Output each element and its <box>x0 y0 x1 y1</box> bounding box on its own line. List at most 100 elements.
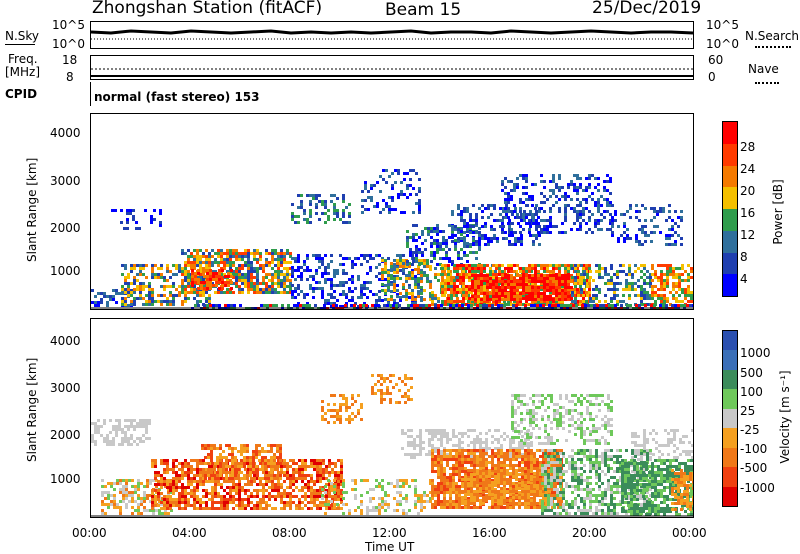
power-cell <box>608 304 611 307</box>
power-cell <box>492 295 495 298</box>
velocity-cell <box>325 477 328 480</box>
power-cell <box>229 291 232 294</box>
power-cell <box>297 206 300 209</box>
power-cell <box>244 273 247 276</box>
power-cell <box>540 282 543 285</box>
power-cell <box>351 260 354 263</box>
power-cell <box>226 270 229 273</box>
velocity-cell <box>301 495 304 498</box>
power-cell <box>528 267 531 270</box>
power-cb-tick-20: 20 <box>740 184 756 198</box>
power-cell <box>588 186 591 189</box>
power-cell <box>570 183 573 186</box>
velocity-cell <box>289 486 292 489</box>
power-cell <box>396 302 399 305</box>
power-cell <box>585 300 588 303</box>
power-cell <box>519 283 522 286</box>
power-cell <box>327 215 330 218</box>
power-cell <box>564 207 567 210</box>
power-cell <box>489 286 492 289</box>
velocity-cell <box>246 447 249 450</box>
velocity-cell <box>249 474 252 477</box>
power-cell <box>504 295 507 298</box>
velocity-cell <box>304 504 307 507</box>
power-cell <box>678 267 681 270</box>
power-cell <box>561 231 564 234</box>
velocity-cell <box>286 501 289 504</box>
velocity-cell <box>219 474 222 477</box>
velocity-cell <box>228 465 231 468</box>
power-cell <box>416 304 419 307</box>
power-cell <box>576 189 579 192</box>
power-cell <box>597 201 600 204</box>
power-cell <box>421 233 424 236</box>
power-cell <box>534 300 537 303</box>
power-cell <box>463 219 466 222</box>
power-cell <box>613 282 616 285</box>
power-cell <box>665 237 668 240</box>
power-cell <box>262 267 265 270</box>
power-cell <box>390 265 393 268</box>
power-cell <box>127 282 130 285</box>
power-cell <box>384 298 387 301</box>
power-cell <box>587 304 590 307</box>
power-cell <box>495 286 498 289</box>
velocity-panel <box>90 318 695 518</box>
power-cell <box>289 285 292 288</box>
power-cell <box>235 273 238 276</box>
power-cell <box>623 231 626 234</box>
power-cell <box>184 291 187 294</box>
velocity-cell <box>399 503 402 506</box>
power-cell <box>561 298 564 301</box>
power-colorbar-swatch <box>723 165 737 188</box>
velocity-cell <box>333 403 336 406</box>
power-cell <box>315 203 318 206</box>
velocity-cell <box>371 389 374 392</box>
velocity-cell <box>250 495 253 498</box>
velocity-cell <box>372 497 375 500</box>
power-cell <box>663 279 666 282</box>
velocity-cell <box>131 494 134 497</box>
power-cell <box>507 300 510 303</box>
power-cell <box>625 273 628 276</box>
velocity-cell <box>331 462 334 465</box>
power-cell <box>466 260 469 263</box>
velocity-cell <box>208 498 211 501</box>
power-cell <box>291 215 294 218</box>
velocity-cell <box>339 418 342 421</box>
velocity-cell <box>351 394 354 397</box>
power-cell <box>387 298 390 301</box>
power-cell <box>552 180 555 183</box>
power-cell <box>594 186 597 189</box>
velocity-cell <box>333 394 336 397</box>
power-cell <box>339 218 342 221</box>
velocity-cell <box>228 447 231 450</box>
power-cell <box>452 294 455 297</box>
power-cell <box>590 304 593 307</box>
power-cell <box>631 282 634 285</box>
power-cell <box>668 243 671 246</box>
velocity-cell <box>354 488 357 491</box>
power-cell <box>668 204 671 207</box>
velocity-cell <box>118 428 121 431</box>
power-cell <box>498 267 501 270</box>
power-cell <box>408 274 411 277</box>
power-cell <box>405 280 408 283</box>
power-cell <box>591 192 594 195</box>
power-cell <box>286 252 289 255</box>
velocity-cell <box>407 389 410 392</box>
power-cell <box>418 187 421 190</box>
velocity-cell <box>337 471 340 474</box>
velocity-cell <box>112 437 115 440</box>
power-cell <box>181 291 184 294</box>
power-cell <box>660 264 663 267</box>
power-cell <box>199 258 202 261</box>
velocity-cell <box>351 479 354 482</box>
power-cell <box>151 303 154 306</box>
power-cell <box>294 278 297 281</box>
power-cell <box>238 291 241 294</box>
power-cell <box>582 264 585 267</box>
power-cell <box>369 281 372 284</box>
power-cell <box>172 297 175 300</box>
power-cell <box>604 300 607 303</box>
